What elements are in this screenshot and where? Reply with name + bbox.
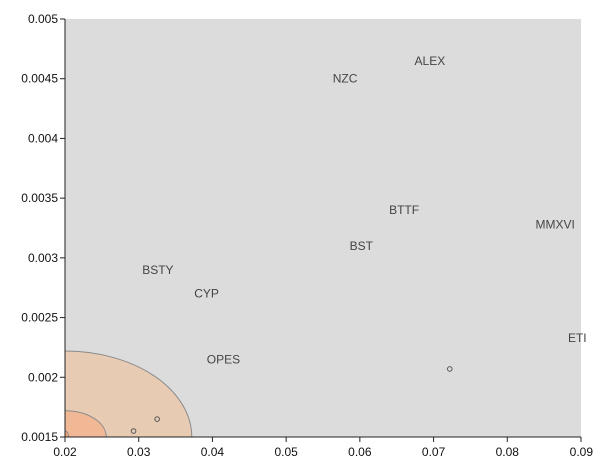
y-tick-label: 0.0045	[21, 72, 58, 86]
y-tick-label: 0.0015	[21, 430, 58, 444]
x-tick-label: 0.07	[422, 445, 446, 459]
contour-outer-line	[65, 350, 193, 437]
x-tick-label: 0.09	[570, 445, 594, 459]
y-tick-label: 0.0035	[21, 191, 58, 205]
y-tick-label: 0.0025	[21, 311, 58, 325]
contour-inner-band	[65, 431, 69, 437]
y-tick-label: 0.002	[28, 370, 58, 384]
point-label-cyp: CYP	[194, 287, 219, 301]
point-label-bttf: BTTF	[389, 203, 419, 217]
x-tick-label: 0.08	[496, 445, 520, 459]
x-tick-label: 0.05	[274, 445, 298, 459]
data-marker	[130, 428, 137, 434]
x-tick-label: 0.02	[53, 445, 77, 459]
x-tick-label: 0.06	[348, 445, 372, 459]
point-label-bst: BST	[350, 239, 374, 253]
contour-outer-band	[65, 351, 192, 437]
x-tick-label: 0.04	[201, 445, 225, 459]
point-label-alex: ALEX	[415, 54, 446, 68]
y-tick-label: 0.003	[28, 251, 58, 265]
point-label-nzc: NZC	[333, 72, 358, 86]
y-tick-label: 0.005	[28, 12, 58, 26]
contour-middle-line	[65, 410, 107, 437]
density-contours	[65, 350, 193, 437]
point-label-mmxvi: MMXVI	[536, 217, 575, 231]
point-label-bsty: BSTY	[142, 263, 173, 277]
x-tick-label: 0.03	[127, 445, 151, 459]
data-marker	[446, 366, 453, 372]
data-marker	[154, 416, 160, 422]
point-labels: ALEX NZC BTTF MMXVI BST BSTY CYP ETI OPES	[142, 54, 586, 367]
y-tick-label: 0.004	[28, 131, 58, 145]
plot-background	[65, 19, 581, 437]
data-markers	[130, 366, 453, 434]
contour-middle-band	[65, 410, 107, 437]
point-label-eti: ETI	[568, 331, 587, 345]
axes: 0.02 0.03 0.04 0.05 0.06 0.07 0.08 0.09 0.0015 0.…	[21, 12, 593, 459]
point-label-opes: OPES	[207, 352, 240, 366]
